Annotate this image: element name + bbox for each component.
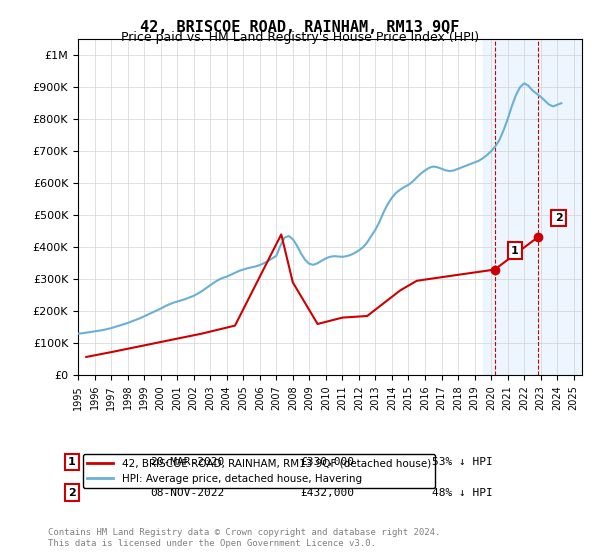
Text: 2: 2 (555, 213, 562, 223)
Text: 1: 1 (511, 246, 519, 255)
Bar (483, 39, 582, 375)
Text: 42, BRISCOE ROAD, RAINHAM, RM13 9QF: 42, BRISCOE ROAD, RAINHAM, RM13 9QF (140, 20, 460, 35)
Text: 20-MAR-2020: 20-MAR-2020 (150, 457, 224, 467)
Legend: 42, BRISCOE ROAD, RAINHAM, RM13 9QF (detached house), HPI: Average price, detach: 42, BRISCOE ROAD, RAINHAM, RM13 9QF (det… (83, 454, 435, 488)
Text: 1: 1 (68, 457, 76, 467)
Text: Price paid vs. HM Land Registry's House Price Index (HPI): Price paid vs. HM Land Registry's House … (121, 31, 479, 44)
Text: 2: 2 (68, 488, 76, 498)
Text: £330,000: £330,000 (300, 457, 354, 467)
Text: 53% ↓ HPI: 53% ↓ HPI (432, 457, 493, 467)
Text: Contains HM Land Registry data © Crown copyright and database right 2024.
This d: Contains HM Land Registry data © Crown c… (48, 528, 440, 548)
Text: £432,000: £432,000 (300, 488, 354, 498)
Text: 48% ↓ HPI: 48% ↓ HPI (432, 488, 493, 498)
Text: 08-NOV-2022: 08-NOV-2022 (150, 488, 224, 498)
